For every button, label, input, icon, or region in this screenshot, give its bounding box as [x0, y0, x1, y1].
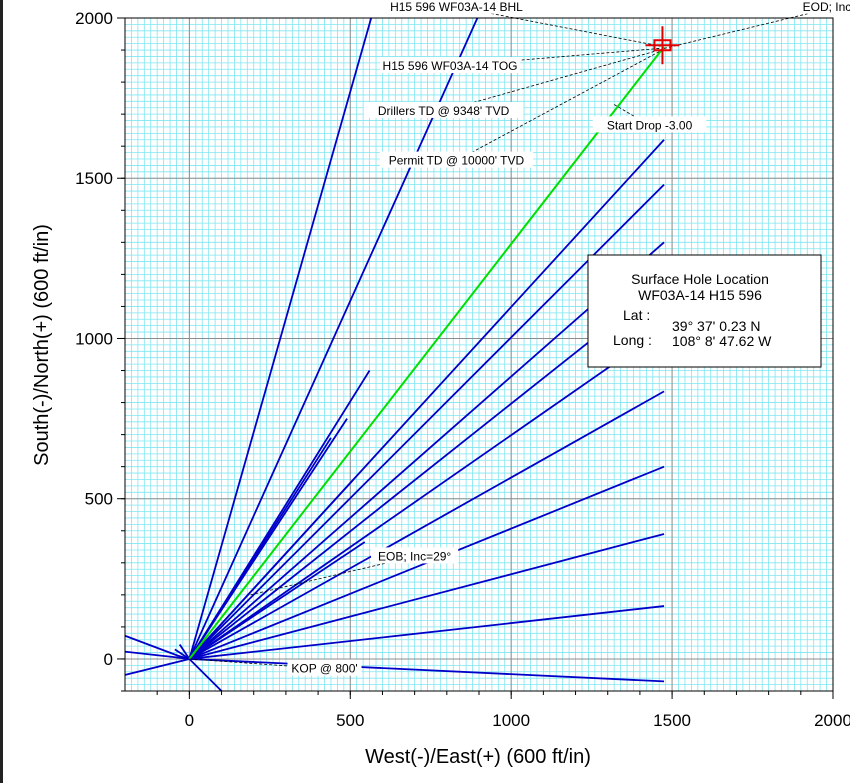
annotations: H15 596 WF03A-14 BHL EOD; Inc=0° H15 596 W… — [189, 0, 850, 676]
info-box-subtitle: WF03A-14 H15 596 — [638, 287, 762, 303]
offset-well-line — [188, 241, 665, 660]
offset-well-line — [188, 281, 665, 660]
x-tick-label: 1000 — [492, 711, 530, 730]
y-tick-label: 500 — [85, 490, 113, 509]
annotation-bg — [795, 0, 850, 14]
target-box — [653, 39, 672, 52]
info-box-long-value: 108° 8' 47.62 W — [672, 333, 772, 349]
annotation-bg — [379, 151, 534, 168]
annotation-label: H15 596 WF03A-14 BHL — [390, 0, 523, 14]
surface-location-box: Surface Hole Location WF03A-14 H15 596 L… — [587, 254, 822, 368]
x-axis-title: West(-)/East(+) (600 ft/in) — [365, 746, 591, 768]
x-tick-label: 1500 — [653, 711, 691, 730]
offset-well-line — [188, 658, 223, 691]
annotation-bg — [380, 57, 521, 74]
annotation-label: Start Drop -3.00 — [607, 118, 693, 132]
planned-well-line — [188, 46, 665, 660]
offset-well-line — [125, 650, 190, 660]
offset-well-line — [188, 478, 355, 660]
info-box-title: Surface Hole Location — [631, 271, 769, 287]
info-box-frame — [587, 254, 822, 368]
annotation-leader — [443, 49, 660, 112]
x-tick-label: 0 — [185, 711, 194, 730]
offset-well-line — [188, 184, 665, 660]
x-tick-label: 500 — [336, 711, 364, 730]
annotation-bg — [592, 116, 707, 133]
offset-well-line — [189, 533, 665, 660]
info-box-lat-value: 39° 37' 0.23 N — [672, 318, 760, 334]
annotation-bg — [287, 659, 362, 676]
y-tick-label: 2000 — [75, 9, 113, 28]
annotation-bg — [386, 0, 527, 14]
annotation-label: H15 596 WF03A-14 TOG — [383, 59, 518, 73]
y-tick-label: 0 — [104, 650, 113, 669]
offset-well-line — [188, 328, 665, 660]
annotation-bg — [371, 547, 459, 564]
plan-view-chart: H15 596 WF03A-14 BHL EOD; Inc=0° H15 596 W… — [31, 0, 850, 768]
annotation-bg — [363, 101, 524, 118]
offset-wells — [125, 18, 665, 691]
annotation-label: Permit TD @ 10000' TVD — [389, 154, 525, 168]
offset-well-line — [188, 370, 371, 660]
annotation-leader — [456, 51, 660, 161]
target-group — [645, 26, 680, 65]
offset-well-line — [188, 541, 366, 660]
offset-well-line — [188, 18, 479, 660]
annotation-label: Drillers TD @ 9348' TVD — [378, 104, 510, 118]
y-tick-label: 1500 — [75, 169, 113, 188]
offset-well-line — [174, 648, 190, 660]
annotation-leader — [613, 104, 650, 126]
annotation-label: EOB; Inc=29° — [378, 549, 451, 563]
y-axis-title: South(-)/North(+) (600 ft/in) — [31, 224, 53, 466]
y-tick-label: 1000 — [75, 329, 113, 348]
offset-well-line — [125, 658, 190, 676]
info-box-long-label: Long : — [613, 332, 652, 348]
info-box-lat-label: Lat : — [623, 307, 650, 323]
axis-ticks: 0 500 1000 1500 2000 0 500 1000 1500 2000 — [75, 9, 850, 730]
offset-well-line — [189, 658, 665, 683]
offset-well-line — [189, 605, 665, 660]
planned-well-group — [188, 46, 665, 660]
offset-well-line — [188, 18, 373, 660]
offset-well-line — [178, 644, 191, 660]
annotation-label: EOD; Inc=0° — [803, 0, 850, 14]
x-tick-label: 2000 — [814, 711, 850, 730]
offset-well-line — [188, 390, 665, 660]
annotation-label: KOP @ 800' — [291, 662, 357, 676]
offset-well-line — [188, 418, 348, 660]
